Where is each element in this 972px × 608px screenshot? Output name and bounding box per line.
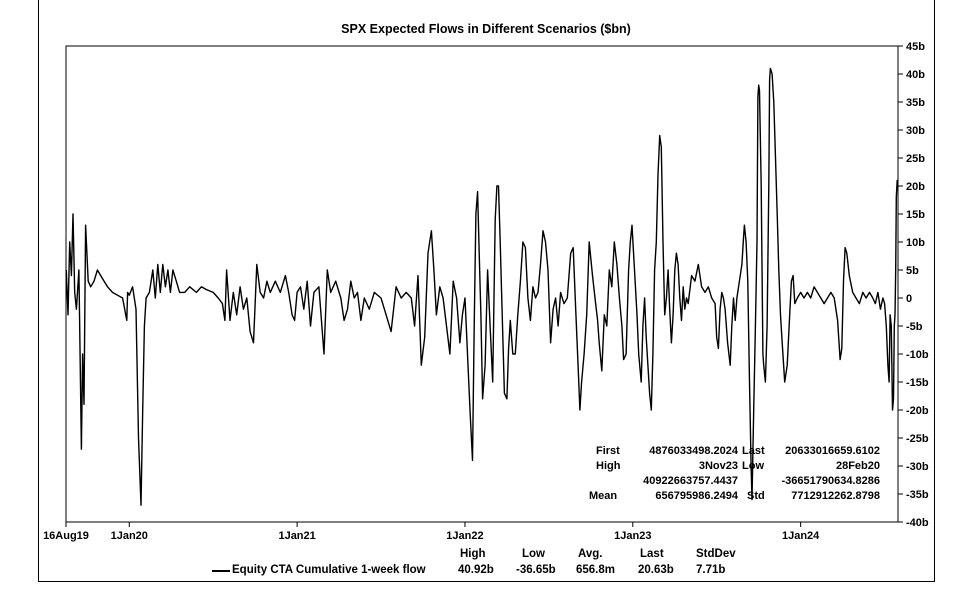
y-tick-label: 30b bbox=[906, 125, 925, 137]
stat-last-value: 20633016659.6102 bbox=[785, 445, 880, 457]
x-axis: 16Aug19 1Jan20 1Jan21 1Jan22 1Jan23 1Jan24 bbox=[43, 522, 820, 542]
stat-low-value: -36651790634.8286 bbox=[781, 475, 880, 487]
stat-high-label: High bbox=[596, 460, 621, 472]
y-tick-label: -40b bbox=[906, 517, 929, 529]
y-tick-label: -25b bbox=[906, 433, 929, 445]
stat-first-label: First bbox=[596, 445, 620, 457]
y-tick-label: 10b bbox=[906, 237, 925, 249]
y-tick-label: 5b bbox=[906, 265, 919, 277]
y-tick-label: -20b bbox=[906, 405, 929, 417]
legend: High Low Avg. Last StdDev Equity CTA Cum… bbox=[0, 548, 972, 584]
stat-low-label: Low bbox=[742, 460, 764, 472]
x-tick-label: 1Jan22 bbox=[446, 530, 483, 542]
frame-bottom-edge bbox=[38, 581, 935, 582]
series-line bbox=[65, 67, 899, 506]
y-tick-label: 40b bbox=[906, 69, 925, 81]
frame-right-edge bbox=[934, 0, 935, 582]
legend-value-stddev: 7.71b bbox=[696, 564, 726, 576]
x-tick-label: 1Jan24 bbox=[782, 530, 820, 542]
y-tick-label: 35b bbox=[906, 97, 925, 109]
legend-header-last: Last bbox=[640, 548, 664, 560]
stat-last-label: Last bbox=[742, 445, 765, 457]
legend-header-high: High bbox=[460, 548, 486, 560]
legend-series-name: Equity CTA Cumulative 1-week flow bbox=[232, 564, 426, 576]
y-tick-label: -30b bbox=[906, 461, 929, 473]
chart-title: SPX Expected Flows in Different Scenario… bbox=[341, 22, 631, 36]
x-tick-label: 16Aug19 bbox=[43, 530, 89, 542]
y-tick-label: 25b bbox=[906, 153, 925, 165]
y-tick-label: 20b bbox=[906, 181, 925, 193]
plot-area bbox=[65, 45, 899, 523]
legend-header-avg: Avg. bbox=[578, 548, 603, 560]
y-tick-label: -5b bbox=[906, 321, 923, 333]
x-tick-label: 1Jan23 bbox=[614, 530, 651, 542]
legend-value-high: 40.92b bbox=[458, 564, 494, 576]
y-tick-label: -15b bbox=[906, 377, 929, 389]
series-layer bbox=[65, 67, 899, 506]
frame-left-edge bbox=[38, 0, 39, 582]
stat-std-label: Std bbox=[747, 490, 765, 502]
y-tick-label: 45b bbox=[906, 41, 925, 53]
legend-value-last: 20.63b bbox=[638, 564, 674, 576]
y-tick-label: 0 bbox=[906, 293, 912, 305]
stat-first-value: 4876033498.2024 bbox=[649, 445, 738, 457]
legend-header-low: Low bbox=[522, 548, 545, 560]
stat-mean-label: Mean bbox=[589, 490, 618, 502]
legend-header-stddev: StdDev bbox=[696, 548, 736, 560]
stat-mean-value: 656795986.2494 bbox=[655, 490, 738, 502]
y-tick-label: -35b bbox=[906, 489, 929, 501]
legend-value-low: -36.65b bbox=[516, 564, 556, 576]
x-tick-label: 1Jan20 bbox=[111, 530, 148, 542]
legend-swatch bbox=[212, 570, 230, 572]
legend-value-avg: 656.8m bbox=[576, 564, 616, 576]
stat-high-date: 3Nov23 bbox=[698, 460, 738, 472]
y-axis: 45b 40b 35b 30b 25b 20b 15b 10b 5b 0 -5b -10b -15b -2… bbox=[898, 41, 929, 529]
stat-low-date: 28Feb20 bbox=[835, 460, 880, 472]
y-tick-label: 15b bbox=[906, 209, 925, 221]
x-tick-label: 1Jan21 bbox=[278, 530, 315, 542]
stat-high-value: 40922663757.4437 bbox=[643, 475, 738, 487]
y-tick-label: -10b bbox=[906, 349, 929, 361]
stat-std-value: 7712912262.8798 bbox=[791, 490, 880, 502]
